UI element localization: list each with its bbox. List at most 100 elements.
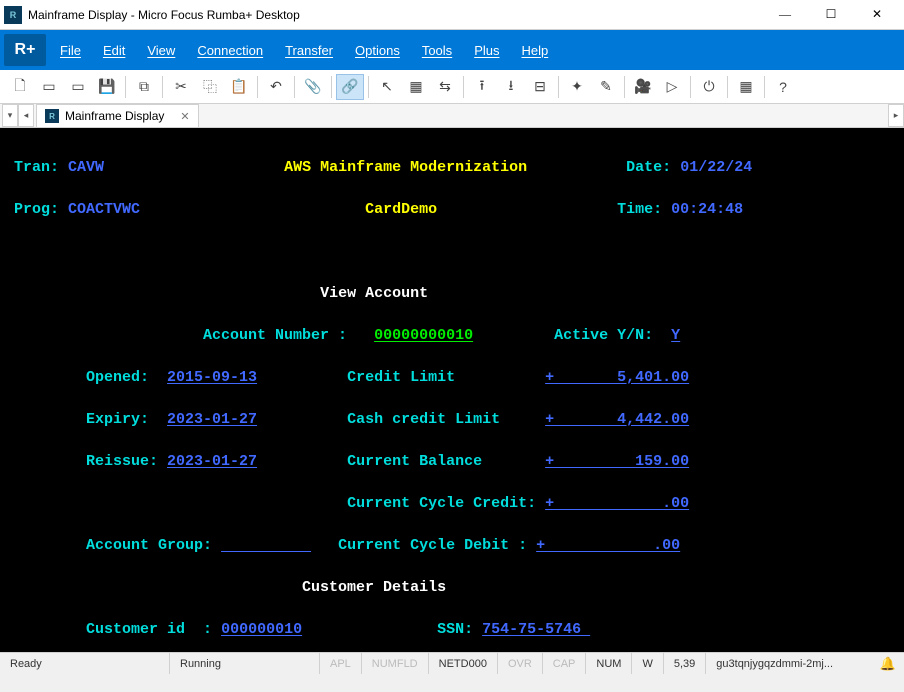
- current-balance-field[interactable]: + 159.00: [545, 453, 689, 470]
- status-tail: gu3tqnjygqzdmmi-2mj...: [706, 653, 843, 674]
- screen2-icon[interactable]: ▭: [64, 74, 92, 100]
- cash-credit-label: Cash credit Limit: [347, 411, 500, 428]
- undo-icon[interactable]: ↶: [262, 74, 290, 100]
- cash-credit-field[interactable]: + 4,442.00: [545, 411, 689, 428]
- cycle-credit-field[interactable]: + .00: [545, 495, 689, 512]
- document-tab[interactable]: R Mainframe Display ✕: [36, 104, 199, 127]
- credit-limit-label: Credit Limit: [347, 369, 455, 386]
- expiry-label: Expiry:: [86, 411, 149, 428]
- menu-help[interactable]: Help: [521, 43, 548, 58]
- upload-icon[interactable]: ⭱: [468, 74, 496, 100]
- screen1-icon[interactable]: ▭: [35, 74, 63, 100]
- help-icon[interactable]: ?: [769, 74, 797, 100]
- opened-field[interactable]: 2015-09-13: [167, 369, 257, 386]
- cycle-debit-label: Current Cycle Debit :: [338, 537, 527, 554]
- expiry-field[interactable]: 2023-01-27: [167, 411, 257, 428]
- status-netd: NETD000: [429, 653, 498, 674]
- menu-tools[interactable]: Tools: [422, 43, 452, 58]
- toolbar-separator: [690, 76, 691, 98]
- credit-limit-field[interactable]: + 5,401.00: [545, 369, 689, 386]
- status-w: W: [632, 653, 663, 674]
- window-titlebar: R Mainframe Display - Micro Focus Rumba+…: [0, 0, 904, 30]
- toolbar-separator: [727, 76, 728, 98]
- time-value: 00:24:48: [671, 201, 743, 218]
- table-icon[interactable]: ▦: [402, 74, 430, 100]
- customer-id-field[interactable]: 000000010: [221, 621, 302, 638]
- close-button[interactable]: ✕: [854, 1, 900, 29]
- status-ready: Ready: [0, 653, 170, 674]
- cursor-icon[interactable]: ↖: [373, 74, 401, 100]
- menu-connection[interactable]: Connection: [197, 43, 263, 58]
- toolbar: 🗋 ▭ ▭ 💾 ⧉ ✂ ⿻ 📋 ↶ 📎 🔗 ↖ ▦ ⇆ ⭱ ⭳ ⊟ ✦ ✎ 🎥 …: [0, 70, 904, 104]
- app-title-1: AWS Mainframe Modernization: [284, 159, 527, 176]
- status-position: 5,39: [664, 653, 706, 674]
- status-cap: CAP: [543, 653, 587, 674]
- toolbar-separator: [764, 76, 765, 98]
- toolbar-separator: [125, 76, 126, 98]
- tran-label: Tran:: [14, 159, 59, 176]
- section-view-account: View Account: [320, 285, 428, 302]
- status-running: Running: [170, 653, 320, 674]
- menu-view[interactable]: View: [147, 43, 175, 58]
- wand-icon[interactable]: ✦: [563, 74, 591, 100]
- toolbar-separator: [558, 76, 559, 98]
- power-icon[interactable]: ⏻: [695, 74, 723, 100]
- grid-icon[interactable]: ▦: [732, 74, 760, 100]
- account-number-label: Account Number :: [203, 327, 347, 344]
- menu-edit[interactable]: Edit: [103, 43, 125, 58]
- minimize-button[interactable]: —: [762, 1, 808, 29]
- time-label: Time:: [617, 201, 662, 218]
- tran-value: CAVW: [68, 159, 104, 176]
- ssn-label: SSN:: [437, 621, 473, 638]
- account-number-field[interactable]: 00000000010: [374, 327, 473, 344]
- tab-label: Mainframe Display: [65, 109, 164, 123]
- app-logo: R+: [4, 34, 46, 66]
- camera-icon[interactable]: 🎥: [629, 74, 657, 100]
- maximize-button[interactable]: ☐: [808, 1, 854, 29]
- app-title-2: CardDemo: [365, 201, 437, 218]
- status-numfld: NUMFLD: [362, 653, 429, 674]
- tab-app-icon: R: [45, 109, 59, 123]
- prog-value: COACTVWC: [68, 201, 140, 218]
- reissue-field[interactable]: 2023-01-27: [167, 453, 257, 470]
- menu-transfer[interactable]: Transfer: [285, 43, 333, 58]
- reissue-label: Reissue:: [86, 453, 158, 470]
- section-customer-details: Customer Details: [302, 579, 446, 596]
- attach-icon[interactable]: 📎: [299, 74, 327, 100]
- terminal-screen[interactable]: Tran: CAVW AWS Mainframe Modernization D…: [0, 128, 904, 652]
- arrows-icon[interactable]: ⇆: [431, 74, 459, 100]
- tray-icon[interactable]: ⊟: [526, 74, 554, 100]
- active-field[interactable]: Y: [671, 327, 680, 344]
- cut-icon[interactable]: ✂: [167, 74, 195, 100]
- tab-close-icon[interactable]: ✕: [180, 110, 189, 123]
- status-bar: Ready Running APL NUMFLD NETD000 OVR CAP…: [0, 652, 904, 674]
- tab-prev[interactable]: ◂: [18, 104, 34, 127]
- notification-bell-icon[interactable]: 🔔: [872, 656, 904, 672]
- screens-icon[interactable]: ⧉: [130, 74, 158, 100]
- paste-icon[interactable]: 📋: [225, 74, 253, 100]
- ssn-field[interactable]: 754-75-5746: [482, 621, 590, 638]
- tab-dropdown[interactable]: ▾: [2, 104, 18, 127]
- account-group-label: Account Group:: [86, 537, 212, 554]
- cycle-debit-field[interactable]: + .00: [536, 537, 680, 554]
- tab-next[interactable]: ▸: [888, 104, 904, 127]
- cycle-credit-label: Current Cycle Credit:: [347, 495, 536, 512]
- play-icon[interactable]: ▷: [658, 74, 686, 100]
- app-icon: R: [4, 6, 22, 24]
- copy-icon[interactable]: ⿻: [196, 74, 224, 100]
- save-icon[interactable]: 💾: [93, 74, 121, 100]
- new-document-icon[interactable]: 🗋: [6, 74, 34, 100]
- account-group-field[interactable]: [221, 537, 311, 554]
- eyedropper-icon[interactable]: ✎: [592, 74, 620, 100]
- menu-file[interactable]: File: [60, 43, 81, 58]
- toolbar-separator: [624, 76, 625, 98]
- download-icon[interactable]: ⭳: [497, 74, 525, 100]
- toolbar-separator: [331, 76, 332, 98]
- status-num: NUM: [586, 653, 632, 674]
- menu-options[interactable]: Options: [355, 43, 400, 58]
- menu-plus[interactable]: Plus: [474, 43, 499, 58]
- link-icon[interactable]: 🔗: [336, 74, 364, 100]
- menu-bar: R+ File Edit View Connection Transfer Op…: [0, 30, 904, 70]
- date-value: 01/22/24: [680, 159, 752, 176]
- prog-label: Prog:: [14, 201, 59, 218]
